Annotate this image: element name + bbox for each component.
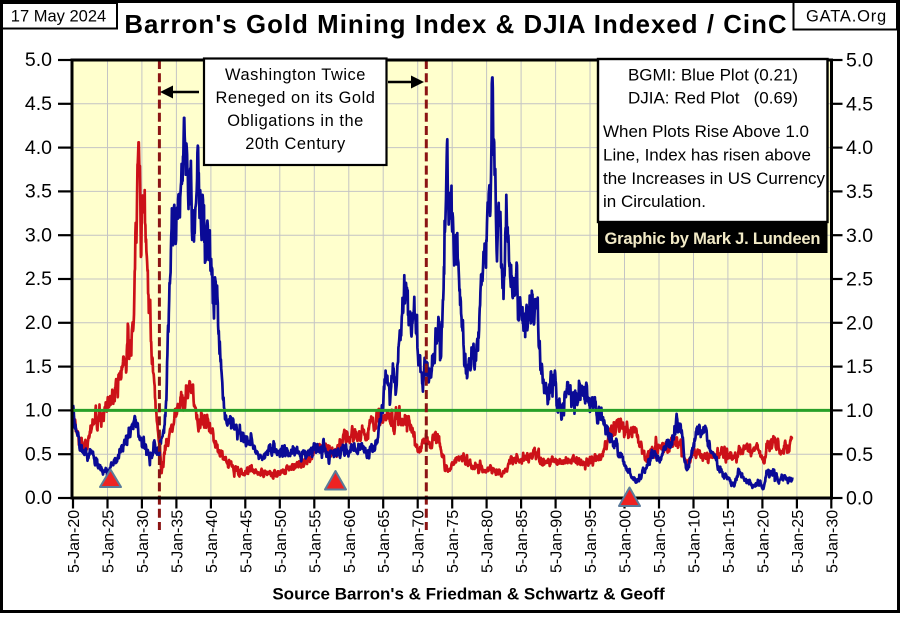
svg-text:5-Jan-00: 5-Jan-00 xyxy=(618,510,635,573)
svg-text:5.0: 5.0 xyxy=(846,50,873,72)
svg-text:DJIA: Red Plot (0.69): DJIA: Red Plot (0.69) xyxy=(628,89,798,108)
svg-text:17 May 2024: 17 May 2024 xyxy=(11,8,106,26)
svg-text:0.5: 0.5 xyxy=(25,443,52,465)
svg-text:5-Jan-25: 5-Jan-25 xyxy=(101,510,118,573)
svg-text:5-Jan-30: 5-Jan-30 xyxy=(135,510,152,573)
svg-text:5-Jan-90: 5-Jan-90 xyxy=(549,510,566,573)
svg-text:2.5: 2.5 xyxy=(846,269,873,291)
svg-text:5-Jan-85: 5-Jan-85 xyxy=(514,510,531,573)
svg-text:1.0: 1.0 xyxy=(846,400,873,422)
svg-text:3.0: 3.0 xyxy=(25,224,52,246)
svg-text:5-Jan-55: 5-Jan-55 xyxy=(307,510,324,573)
svg-text:0.0: 0.0 xyxy=(25,487,52,509)
svg-text:5-Jan-20: 5-Jan-20 xyxy=(755,510,772,573)
svg-text:5-Jan-05: 5-Jan-05 xyxy=(652,510,669,573)
svg-text:5.0: 5.0 xyxy=(25,49,52,71)
svg-text:Obligations in the: Obligations in the xyxy=(227,112,364,130)
svg-text:Source Barron's & Friedman & S: Source Barron's & Friedman & Schwartz & … xyxy=(272,585,665,604)
svg-text:4.0: 4.0 xyxy=(25,137,52,159)
svg-text:BGMI: Blue Plot (0.21): BGMI: Blue Plot (0.21) xyxy=(628,66,798,85)
svg-text:5-Jan-15: 5-Jan-15 xyxy=(721,510,738,573)
svg-text:4.0: 4.0 xyxy=(846,137,873,159)
svg-text:in Circulation.: in Circulation. xyxy=(603,192,706,211)
svg-text:2.0: 2.0 xyxy=(25,312,52,334)
svg-text:5-Jan-30: 5-Jan-30 xyxy=(824,510,841,573)
svg-text:5-Jan-35: 5-Jan-35 xyxy=(169,510,186,573)
svg-text:5-Jan-25: 5-Jan-25 xyxy=(790,510,807,573)
svg-text:2.5: 2.5 xyxy=(25,268,52,290)
svg-text:Reneged on its Gold: Reneged on its Gold xyxy=(216,89,376,107)
svg-text:5-Jan-20: 5-Jan-20 xyxy=(66,510,83,573)
svg-text:5-Jan-65: 5-Jan-65 xyxy=(376,510,393,573)
svg-text:5-Jan-80: 5-Jan-80 xyxy=(480,510,497,573)
svg-text:the Increases in US Currency: the Increases in US Currency xyxy=(603,169,826,188)
svg-text:5-Jan-70: 5-Jan-70 xyxy=(411,510,428,573)
svg-text:5-Jan-60: 5-Jan-60 xyxy=(342,510,359,573)
svg-text:5-Jan-75: 5-Jan-75 xyxy=(445,510,462,573)
svg-text:5-Jan-40: 5-Jan-40 xyxy=(204,510,221,573)
svg-text:2.0: 2.0 xyxy=(846,312,873,334)
svg-text:5-Jan-10: 5-Jan-10 xyxy=(687,510,704,573)
svg-text:0.5: 0.5 xyxy=(846,444,873,466)
svg-text:1.5: 1.5 xyxy=(25,356,52,378)
svg-text:4.5: 4.5 xyxy=(846,93,873,115)
svg-text:0.0: 0.0 xyxy=(846,488,873,510)
svg-text:4.5: 4.5 xyxy=(25,93,52,115)
svg-text:5-Jan-45: 5-Jan-45 xyxy=(238,510,255,573)
svg-text:5-Jan-95: 5-Jan-95 xyxy=(583,510,600,573)
svg-text:GATA.Org: GATA.Org xyxy=(806,8,887,26)
svg-text:When Plots Rise Above 1.0: When Plots Rise Above 1.0 xyxy=(603,122,809,141)
svg-text:3.5: 3.5 xyxy=(25,181,52,203)
svg-text:Graphic by Mark J. Lundeen: Graphic by Mark J. Lundeen xyxy=(605,230,821,248)
svg-text:Barron's Gold Mining Index & D: Barron's Gold Mining Index & DJIA Indexe… xyxy=(124,11,787,39)
svg-text:3.0: 3.0 xyxy=(846,225,873,247)
svg-text:Washington Twice: Washington Twice xyxy=(225,66,366,84)
svg-text:1.0: 1.0 xyxy=(25,400,52,422)
svg-text:1.5: 1.5 xyxy=(846,356,873,378)
svg-text:5-Jan-50: 5-Jan-50 xyxy=(273,510,290,573)
svg-text:3.5: 3.5 xyxy=(846,181,873,203)
svg-text:Line, Index has risen above: Line, Index has risen above xyxy=(603,145,811,164)
svg-text:20th Century: 20th Century xyxy=(245,135,346,153)
